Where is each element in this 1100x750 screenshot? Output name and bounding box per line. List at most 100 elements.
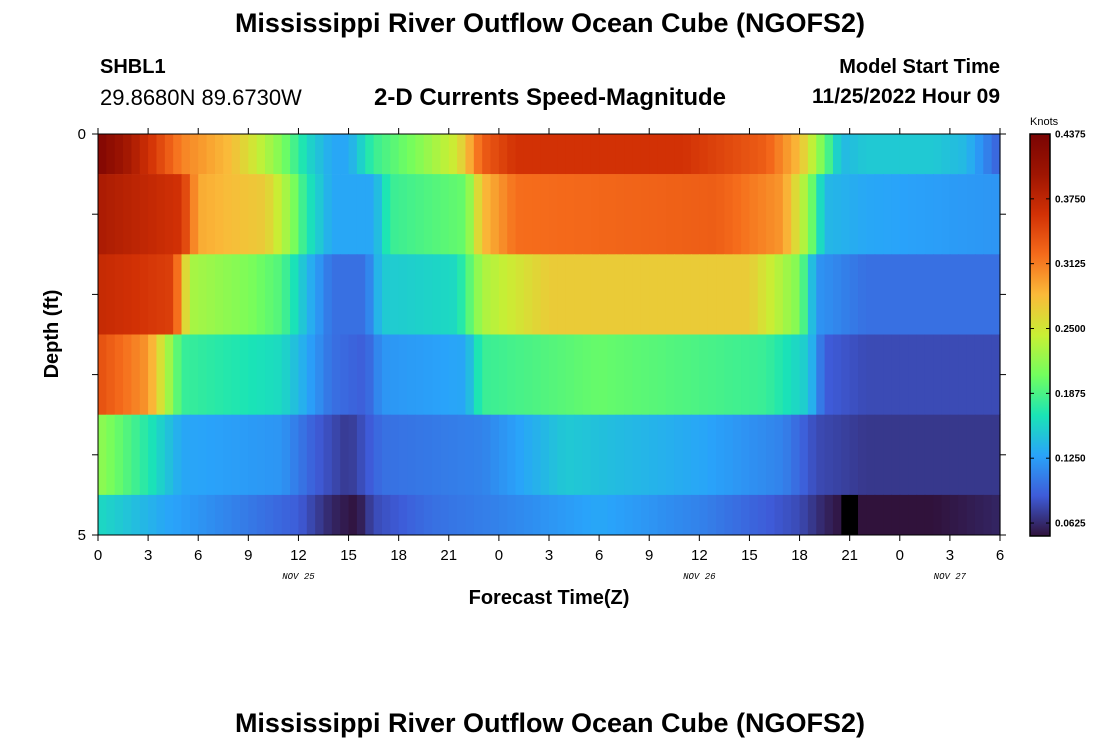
heatmap-cell <box>306 494 316 536</box>
colorbar-label: Knots <box>1030 116 1059 128</box>
heatmap-cell <box>858 174 867 255</box>
heatmap-cell <box>799 254 809 335</box>
heatmap-cell <box>323 494 333 536</box>
heatmap-cell <box>139 134 149 175</box>
heatmap-cell <box>724 334 734 415</box>
heatmap-cell <box>874 414 884 496</box>
heatmap-cell <box>315 254 325 335</box>
heatmap-cell <box>365 174 375 255</box>
heatmap-cell <box>549 414 558 496</box>
heatmap-cell <box>214 134 224 175</box>
heatmap-cell <box>774 174 784 255</box>
heatmap-cell <box>924 334 934 415</box>
heatmap-cell <box>632 494 642 536</box>
heatmap-cell <box>707 494 717 536</box>
heatmap-cell <box>465 334 475 415</box>
heatmap-cell <box>106 174 116 255</box>
heatmap-cell <box>749 414 759 496</box>
heatmap-cell <box>565 494 575 536</box>
heatmap-cell <box>549 174 558 255</box>
heatmap-cell <box>164 494 174 536</box>
heatmap-cell <box>690 414 700 496</box>
heatmap-cell <box>732 174 742 255</box>
heatmap-cell <box>974 174 984 255</box>
heatmap-cell <box>265 134 274 175</box>
heatmap-cell <box>732 494 742 536</box>
heatmap-cell <box>924 254 934 335</box>
heatmap-cell <box>849 414 859 496</box>
heatmap-cell <box>281 494 291 536</box>
heatmap-cell <box>908 334 918 415</box>
heatmap-cell <box>173 174 183 255</box>
heatmap-cell <box>256 414 266 496</box>
heatmap-cell <box>665 254 675 335</box>
heatmap-cell <box>365 134 375 175</box>
heatmap-cell <box>741 254 751 335</box>
heatmap-cell <box>749 174 759 255</box>
heatmap-cell <box>899 174 909 255</box>
heatmap-cell <box>749 334 759 415</box>
heatmap-cell <box>966 174 976 255</box>
heatmap-cell <box>782 174 792 255</box>
heatmap-cell <box>991 134 1001 175</box>
heatmap-cell <box>507 414 517 496</box>
heatmap-cell <box>782 134 792 175</box>
heatmap-cell <box>724 174 734 255</box>
heatmap-cell <box>365 334 375 415</box>
heatmap-cell <box>532 334 542 415</box>
heatmap-cell <box>98 414 107 496</box>
heatmap-cell <box>557 254 567 335</box>
heatmap-cell <box>239 174 249 255</box>
heatmap-cell <box>749 254 759 335</box>
heatmap-cell <box>891 174 901 255</box>
heatmap-cell <box>632 254 642 335</box>
x-tick-label: 3 <box>144 547 152 564</box>
heatmap-cell <box>532 174 542 255</box>
heatmap-cell <box>607 254 617 335</box>
heatmap-cell <box>432 334 442 415</box>
heatmap-cell <box>131 334 141 415</box>
heatmap-cell <box>206 254 216 335</box>
heatmap-cell <box>816 134 826 175</box>
heatmap-cell <box>908 174 918 255</box>
heatmap-cell <box>782 414 792 496</box>
heatmap-cell <box>724 254 734 335</box>
heatmap-cell <box>114 414 124 496</box>
heatmap-cell <box>98 334 107 415</box>
heatmap-cell <box>365 414 375 496</box>
x-tick-label: 15 <box>340 547 357 564</box>
heatmap-cell <box>189 414 199 496</box>
heatmap-cell <box>766 134 776 175</box>
heatmap-cell <box>858 334 867 415</box>
heatmap-cell <box>373 134 383 175</box>
heatmap-cell <box>615 254 625 335</box>
heatmap-cell <box>523 334 533 415</box>
heatmap-cell <box>807 174 817 255</box>
heatmap-cell <box>323 174 333 255</box>
heatmap-cell <box>198 254 208 335</box>
heatmap-cell <box>281 174 291 255</box>
heatmap-cell <box>574 134 584 175</box>
heatmap-cell <box>599 334 609 415</box>
heatmap-cell <box>866 134 876 175</box>
heatmap-cell <box>716 134 725 175</box>
heatmap-cell <box>156 134 166 175</box>
heatmap-cell <box>549 134 558 175</box>
heatmap-cell <box>874 494 884 536</box>
heatmap-cell <box>473 494 483 536</box>
heatmap-cell <box>766 254 776 335</box>
heatmap-cell <box>791 494 801 536</box>
heatmap-cell <box>482 174 492 255</box>
heatmap-cell <box>156 334 166 415</box>
heatmap-cell <box>574 494 584 536</box>
heatmap-cell <box>849 254 859 335</box>
heatmap-cell <box>390 134 400 175</box>
heatmap-cell <box>482 494 492 536</box>
heatmap-cell <box>732 134 742 175</box>
x-tick-label: 0 <box>896 547 904 564</box>
heatmap-cell <box>315 334 325 415</box>
heatmap-cell <box>114 134 124 175</box>
heatmap-cell <box>231 134 241 175</box>
heatmap-cell <box>239 134 249 175</box>
heatmap-cell <box>899 494 909 536</box>
